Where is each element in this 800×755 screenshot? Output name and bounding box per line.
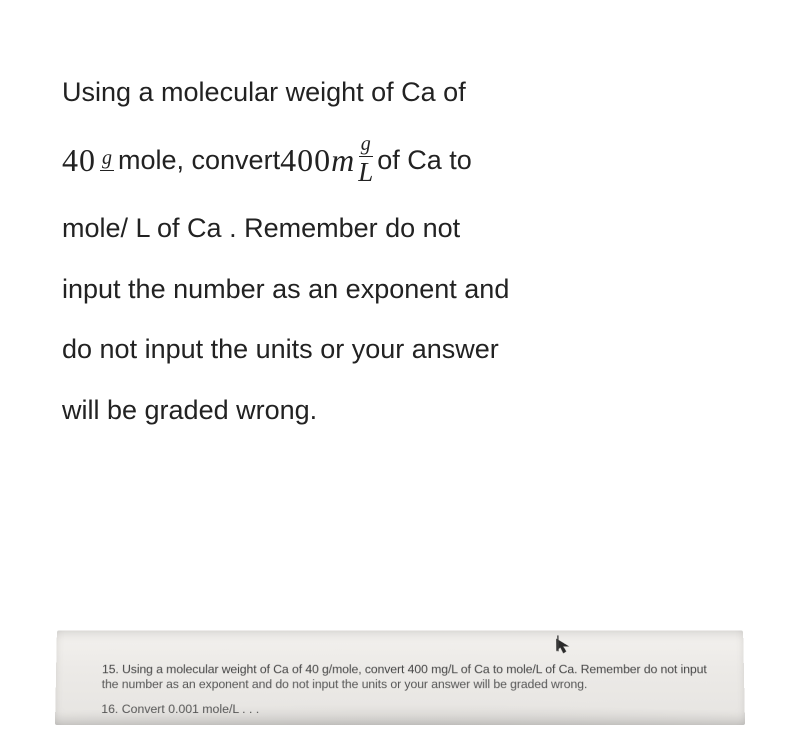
photo-question-15-line-a: 15. Using a molecular weight of Ca of 40… xyxy=(102,662,707,676)
q-line-3: mole/ L of Ca . Remember do not xyxy=(62,198,738,259)
text-cursor-icon: ❘ xyxy=(554,637,572,660)
molecular-weight-value: 40 xyxy=(62,124,96,196)
concentration-value: 400 xyxy=(280,124,331,196)
q-line-5: do not input the units or your answer xyxy=(62,319,738,380)
photograph-strip: ❘ 15. Using a molecular weight of Ca of … xyxy=(55,631,745,725)
page-root: Using a molecular weight of Ca of 40 g m… xyxy=(0,0,800,755)
fraction-bar xyxy=(100,170,114,171)
question-body: Using a molecular weight of Ca of 40 g m… xyxy=(62,62,738,441)
mw-unit-fraction: g xyxy=(100,148,114,173)
q-line-4: input the number as an exponent and xyxy=(62,259,738,320)
q-line-6: will be graded wrong. xyxy=(62,380,738,441)
conc-unit-denominator: L xyxy=(358,159,373,186)
q-line-2: 40 g mole, convert 400 m g L of Ca to xyxy=(62,123,738,198)
mw-unit-numerator: g xyxy=(102,148,112,168)
photo-question-16: 16. Convert 0.001 mole/L . . . xyxy=(101,702,259,716)
q-line-2b: of Ca to xyxy=(377,130,472,191)
cursor-caret-icon: ❘ xyxy=(551,633,565,653)
concentration-m: m xyxy=(331,124,354,196)
conc-unit-numerator: g xyxy=(361,134,371,154)
q-line-2a: mole, convert xyxy=(118,130,280,191)
q-line-1: Using a molecular weight of Ca of xyxy=(62,62,738,123)
photo-question-15-line-b: the number as an exponent and do not inp… xyxy=(102,677,588,691)
conc-unit-fraction: g L xyxy=(358,134,373,186)
selection-arrow-icon xyxy=(554,637,572,655)
